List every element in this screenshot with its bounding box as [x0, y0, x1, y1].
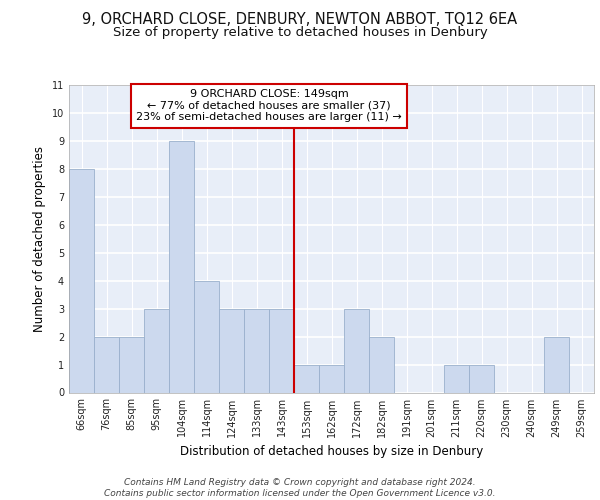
Bar [269, 308, 294, 392]
Bar [544, 336, 569, 392]
Bar [144, 308, 169, 392]
Bar [444, 364, 469, 392]
Bar [294, 364, 319, 392]
Bar [244, 308, 269, 392]
Bar [319, 364, 344, 392]
Bar [69, 169, 94, 392]
Text: 9, ORCHARD CLOSE, DENBURY, NEWTON ABBOT, TQ12 6EA: 9, ORCHARD CLOSE, DENBURY, NEWTON ABBOT,… [82, 12, 518, 28]
Bar [344, 308, 369, 392]
Text: Size of property relative to detached houses in Denbury: Size of property relative to detached ho… [113, 26, 487, 39]
Bar [94, 336, 119, 392]
Bar [369, 336, 394, 392]
Bar [194, 280, 219, 392]
Bar [169, 141, 194, 393]
Y-axis label: Number of detached properties: Number of detached properties [34, 146, 46, 332]
Bar [469, 364, 494, 392]
Text: 9 ORCHARD CLOSE: 149sqm
← 77% of detached houses are smaller (37)
23% of semi-de: 9 ORCHARD CLOSE: 149sqm ← 77% of detache… [136, 89, 402, 122]
Bar [119, 336, 144, 392]
X-axis label: Distribution of detached houses by size in Denbury: Distribution of detached houses by size … [180, 445, 483, 458]
Text: Contains HM Land Registry data © Crown copyright and database right 2024.
Contai: Contains HM Land Registry data © Crown c… [104, 478, 496, 498]
Bar [219, 308, 244, 392]
